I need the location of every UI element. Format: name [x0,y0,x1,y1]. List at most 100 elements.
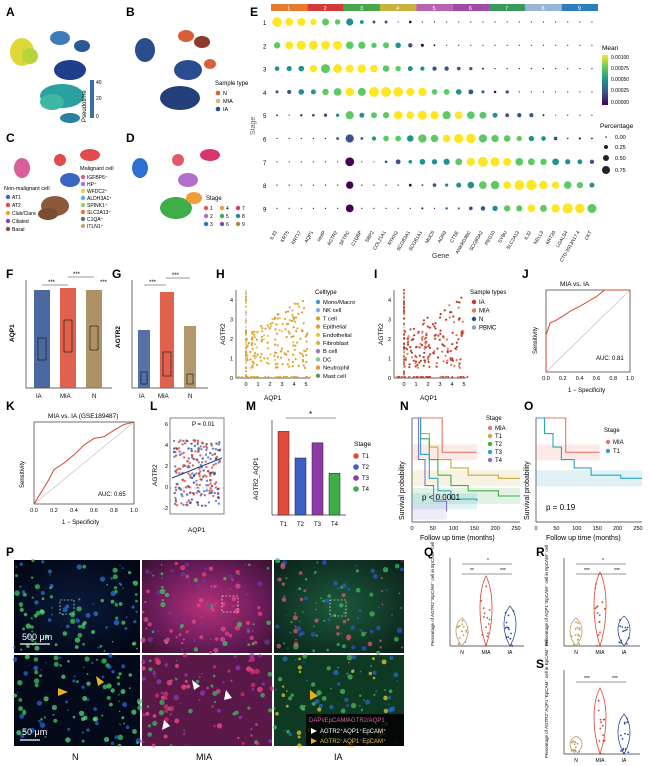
l-point [180,493,183,496]
scatter-point [403,317,405,320]
e-dot [381,86,392,97]
scatter-point [427,345,430,348]
e-dot [506,21,508,23]
scatter-point [255,346,258,349]
legend-wfdc2: WFDC2⁺ [87,189,108,195]
l-point [174,486,177,489]
e-dot [482,44,484,46]
violin-point [622,747,625,750]
panel-r: R N MIA IA Percentage of AQP1⁺EpCAM⁺ cell … [536,545,640,656]
l-point [199,494,203,497]
cell-speckle [121,620,126,625]
cell-speckle [313,571,317,574]
e-dot [309,64,318,73]
m-bar [328,472,341,516]
scatter-point [305,340,308,343]
legend-ciliated: Ciliated [12,219,29,225]
cell-speckle [347,674,353,680]
violin-point [570,749,573,752]
violin-point [596,644,598,647]
cell-speckle [288,732,293,737]
l-point [205,443,208,446]
scatter-point [410,338,413,341]
cell-speckle [24,654,30,660]
e-mean-tick: 0.00000 [611,100,629,106]
cell-speckle [29,728,35,733]
scatter-point [274,323,277,326]
cell-speckle [214,637,219,641]
cell-speckle [210,585,213,588]
legend-at2: AT2 [12,203,21,209]
e-dot [518,68,520,70]
l-point [195,458,198,461]
e-dot [298,89,305,95]
cell-speckle [22,592,27,597]
e-dot [312,184,314,186]
scatter-point [442,360,445,363]
cell-speckle [228,574,233,579]
scatter-point [290,335,293,339]
cell-speckle [39,609,46,615]
cell-speckle [275,711,279,716]
violin-point [575,621,577,624]
e-dot [420,43,424,47]
violin-cat-label: IA [622,758,627,764]
violin-point [621,626,624,628]
scatter-point [445,318,448,321]
cell-speckle [16,730,22,736]
cell-speckle [103,650,106,652]
violin-point [509,637,512,640]
scatter-point [260,340,263,343]
e-dot [323,113,328,117]
l-point [211,453,214,457]
cell-speckle [388,689,393,693]
e-dot [540,158,547,166]
scatter-point [284,311,287,314]
cell-speckle [212,674,216,678]
scatter-point [253,376,256,378]
cell-speckle [30,638,35,642]
e-dot [576,181,583,189]
scatter-point [292,353,295,356]
e-dot [445,207,448,210]
scatter-point [274,343,277,346]
e-dot [432,183,437,187]
cell-speckle [274,558,281,564]
cell-speckle [140,637,146,643]
e-dot [503,157,512,166]
scatter-point [251,347,254,350]
cell-speckle [53,655,59,661]
cell-speckle [18,698,23,702]
e-gene-label: IL32 [523,230,533,241]
cell-speckle [65,604,70,609]
legend-swatch [487,457,493,463]
violin-point [507,614,510,617]
l-points [172,439,222,507]
cell-speckle [253,640,258,645]
e-dot [337,184,339,186]
l-point [196,443,199,446]
l-point [182,503,185,506]
e-dot [518,21,520,23]
scatter-point [292,341,295,344]
e-gene-label: NELL3 [533,230,546,246]
cell-speckle [181,684,187,690]
cell-speckle [336,632,340,636]
e-dot [444,66,449,71]
legend-label: PBMC [479,326,497,332]
e-dot [393,110,403,120]
cell-speckle [97,646,100,649]
violin-point [624,732,626,735]
l-point [198,472,201,476]
scatter-point [403,347,405,350]
e-stage-label: 8 [263,184,267,190]
cell-speckle [290,693,294,697]
scatter-point [418,346,421,349]
cell-speckle [47,618,52,622]
tick-label: 2 [426,382,429,388]
cell-speckle [315,608,317,611]
violin-point [462,625,465,628]
scatter-point [309,376,312,378]
